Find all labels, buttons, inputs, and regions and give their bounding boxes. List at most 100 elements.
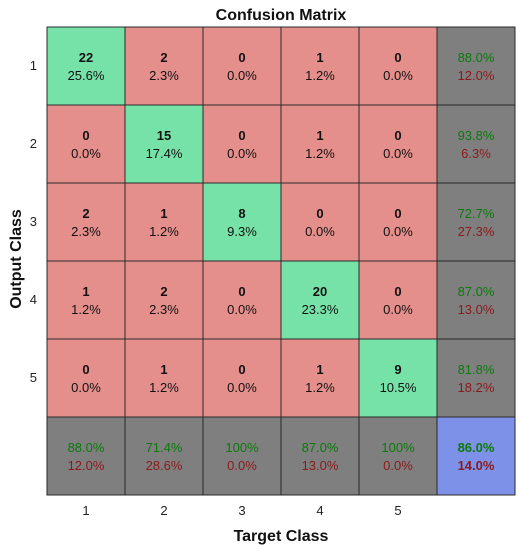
column-correct-percent: 88.0% [68, 440, 105, 455]
cell-count: 0 [394, 50, 401, 65]
row-summary-cell [436, 182, 516, 262]
axis-ticks: 1 2 3 4 5 1 2 3 4 5 [30, 58, 402, 518]
row-error-percent: 13.0% [458, 302, 495, 317]
off-diagonal-cell [280, 182, 360, 262]
row-correct-percent: 93.8% [458, 128, 495, 143]
cell-percent: 1.2% [305, 68, 335, 83]
off-diagonal-cell [124, 260, 204, 340]
off-diagonal-cell [46, 182, 126, 262]
y-tick-label: 5 [30, 370, 37, 385]
cell-count: 0 [238, 284, 245, 299]
cell-count: 0 [394, 284, 401, 299]
y-axis-label: Output Class [8, 209, 25, 309]
cell-percent: 0.0% [383, 302, 413, 317]
cell-count: 1 [316, 50, 323, 65]
cell-count: 1 [82, 284, 89, 299]
column-summary-cell [46, 416, 126, 496]
cell-count: 1 [316, 362, 323, 377]
cell-count: 0 [316, 206, 323, 221]
column-correct-percent: 71.4% [146, 440, 183, 455]
column-summary-cell [358, 416, 438, 496]
off-diagonal-cell [46, 260, 126, 340]
matrix-border [46, 26, 516, 496]
off-diagonal-cell [358, 182, 438, 262]
cell-percent: 10.5% [380, 380, 417, 395]
row-error-percent: 12.0% [458, 68, 495, 83]
y-tick-label: 2 [30, 136, 37, 151]
cell-percent: 0.0% [227, 68, 257, 83]
column-summary-cell [202, 416, 282, 496]
column-error-percent: 28.6% [146, 458, 183, 473]
off-diagonal-cell [46, 338, 126, 418]
cell-percent: 1.2% [71, 302, 101, 317]
diagonal-cell [280, 260, 360, 340]
cell-percent: 0.0% [383, 68, 413, 83]
cell-percent: 0.0% [227, 380, 257, 395]
row-summary-cell [436, 26, 516, 106]
x-tick-label: 5 [394, 503, 401, 518]
cell-count: 2 [82, 206, 89, 221]
cell-percent: 1.2% [305, 146, 335, 161]
cell-count: 0 [238, 362, 245, 377]
cell-percent: 0.0% [71, 146, 101, 161]
off-diagonal-cell [280, 104, 360, 184]
off-diagonal-cell [358, 26, 438, 106]
cell-percent: 0.0% [227, 302, 257, 317]
row-error-percent: 18.2% [458, 380, 495, 395]
cell-percent: 1.2% [149, 380, 179, 395]
cell-percent: 9.3% [227, 224, 257, 239]
off-diagonal-cell [202, 338, 282, 418]
diagonal-cell [46, 26, 126, 106]
cell-count: 0 [82, 128, 89, 143]
column-correct-percent: 100% [381, 440, 415, 455]
cell-count: 20 [313, 284, 327, 299]
cell-percent: 0.0% [227, 146, 257, 161]
x-tick-label: 1 [82, 503, 89, 518]
off-diagonal-cell [358, 104, 438, 184]
x-tick-label: 3 [238, 503, 245, 518]
off-diagonal-cell [280, 26, 360, 106]
off-diagonal-cell [202, 26, 282, 106]
off-diagonal-cell [358, 260, 438, 340]
column-summary-cell [280, 416, 360, 496]
cell-percent: 2.3% [71, 224, 101, 239]
cell-count: 22 [79, 50, 93, 65]
cell-percent: 0.0% [305, 224, 335, 239]
diagonal-cell [124, 104, 204, 184]
column-correct-percent: 100% [225, 440, 259, 455]
off-diagonal-cell [46, 104, 126, 184]
overall-error-percent: 14.0% [458, 458, 495, 473]
off-diagonal-cell [202, 260, 282, 340]
x-axis-label: Target Class [234, 528, 329, 545]
cell-percent: 0.0% [383, 224, 413, 239]
overall-correct-percent: 86.0% [458, 440, 495, 455]
overall-accuracy-cell [436, 416, 516, 496]
cell-count: 2 [160, 50, 167, 65]
row-correct-percent: 87.0% [458, 284, 495, 299]
cell-count: 0 [238, 50, 245, 65]
row-summary-cell [436, 260, 516, 340]
cell-percent: 25.6% [68, 68, 105, 83]
cell-percent: 1.2% [305, 380, 335, 395]
cell-percent: 17.4% [146, 146, 183, 161]
cell-count: 9 [394, 362, 401, 377]
cell-percent: 0.0% [383, 146, 413, 161]
cell-count: 1 [160, 362, 167, 377]
cell-count: 0 [394, 128, 401, 143]
cell-count: 0 [238, 128, 245, 143]
off-diagonal-cell [124, 26, 204, 106]
cell-percent: 2.3% [149, 302, 179, 317]
x-tick-label: 4 [316, 503, 323, 518]
y-tick-label: 1 [30, 58, 37, 73]
off-diagonal-cell [124, 338, 204, 418]
off-diagonal-cell [124, 182, 204, 262]
y-tick-label: 3 [30, 214, 37, 229]
column-summary-cell [124, 416, 204, 496]
column-error-percent: 0.0% [383, 458, 413, 473]
cell-count: 2 [160, 284, 167, 299]
cell-count: 0 [394, 206, 401, 221]
column-error-percent: 12.0% [68, 458, 105, 473]
column-correct-percent: 87.0% [302, 440, 339, 455]
row-correct-percent: 72.7% [458, 206, 495, 221]
